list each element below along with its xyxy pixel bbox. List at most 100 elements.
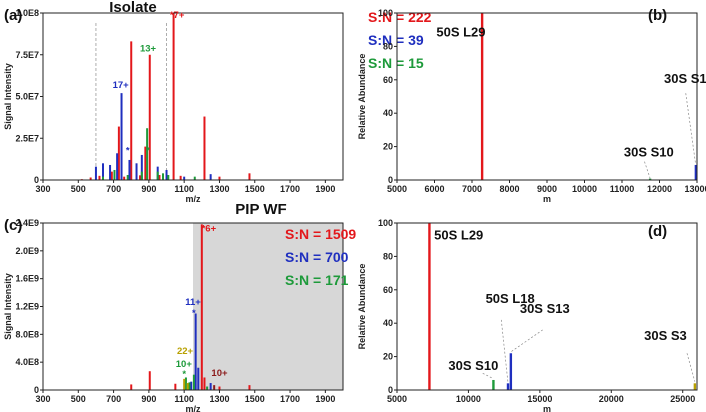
signal-to-noise-green: S:N = 15 bbox=[368, 55, 424, 71]
protein-label: 30S S3 bbox=[644, 328, 687, 343]
leader-line bbox=[482, 372, 493, 379]
panel-title: PIP WF bbox=[235, 201, 286, 218]
x-tick-label: 300 bbox=[35, 184, 50, 194]
y-axis-label: Signal Intensity bbox=[3, 63, 13, 130]
y-tick-label: 60 bbox=[383, 75, 393, 85]
x-tick-label: 1100 bbox=[174, 394, 194, 404]
panel-title: Isolate bbox=[109, 0, 157, 16]
panel-label: (a) bbox=[4, 7, 22, 24]
y-tick-label: 40 bbox=[383, 318, 393, 328]
x-axis-label: m bbox=[543, 404, 551, 412]
y-tick-label: 60 bbox=[383, 285, 393, 295]
y-tick-label: 80 bbox=[383, 251, 393, 261]
x-tick-label: 1300 bbox=[209, 184, 229, 194]
shaded-window bbox=[193, 223, 343, 390]
charge-annotation: 11+ bbox=[185, 297, 201, 308]
y-tick-label: 1.6E9 bbox=[15, 274, 39, 284]
leader-line bbox=[644, 161, 651, 179]
x-tick-label: 900 bbox=[141, 184, 156, 194]
charge-annotation: *6+ bbox=[202, 223, 217, 234]
panel-label: (b) bbox=[648, 7, 667, 24]
x-tick-label: 300 bbox=[35, 394, 50, 404]
y-tick-label: 20 bbox=[383, 142, 393, 152]
y-tick-label: 1.2E9 bbox=[15, 302, 39, 312]
x-tick-label: 500 bbox=[71, 184, 86, 194]
leader-line bbox=[511, 329, 543, 352]
y-tick-label: 8.0E8 bbox=[15, 329, 39, 339]
x-tick-label: 7000 bbox=[462, 184, 482, 194]
x-tick-label: 1700 bbox=[280, 394, 300, 404]
y-tick-label: 7.5E7 bbox=[15, 50, 39, 60]
plot-frame bbox=[42, 12, 344, 181]
y-tick-label: 2.4E9 bbox=[15, 218, 39, 228]
y-tick-label: 20 bbox=[383, 352, 393, 362]
panel-b: 5000 6000 7000 8000 9000 10000 11000 12000 1300 0… bbox=[357, 7, 706, 204]
panel-c: 300 500 700 900 1100 1300 1500 1700 1900 0 4.0E8 8.… bbox=[3, 201, 356, 412]
x-tick-label: 9000 bbox=[537, 184, 557, 194]
y-tick-label: 2.5E7 bbox=[15, 133, 39, 143]
charge-annotation: 22+ bbox=[177, 346, 194, 357]
plot-frame bbox=[396, 222, 698, 391]
x-tick-label: 1500 bbox=[245, 184, 265, 194]
x-tick-label: 1100 bbox=[174, 184, 194, 194]
x-tick-label: 1700 bbox=[280, 184, 300, 194]
y-axis-label: Signal Intensity bbox=[3, 273, 13, 340]
x-tick-label: 5000 bbox=[387, 394, 407, 404]
protein-label: 50S L18 bbox=[486, 291, 535, 306]
x-tick-label: 12000 bbox=[647, 184, 672, 194]
leader-line bbox=[686, 353, 696, 382]
charge-annotation: * bbox=[146, 145, 150, 156]
charge-annotation: * bbox=[182, 369, 186, 380]
y-tick-label: 5.0E7 bbox=[15, 92, 39, 102]
panel-d: 5000 10000 15000 20000 25000 0 20 40 60 80 100 m Rel… bbox=[357, 218, 698, 412]
x-tick-label: 20000 bbox=[599, 394, 624, 404]
charge-annotation: *7+ bbox=[170, 10, 185, 21]
x-tick-label: 5000 bbox=[387, 184, 407, 194]
protein-label: 30S S13 bbox=[520, 301, 570, 316]
x-tick-label: 10000 bbox=[572, 184, 597, 194]
y-tick-label: 80 bbox=[383, 41, 393, 51]
y-axis-label: Relative Abundance bbox=[357, 264, 367, 350]
protein-label: 30S S10 bbox=[624, 145, 674, 160]
charge-annotation: 10+ bbox=[211, 368, 228, 379]
y-axis-label: Relative Abundance bbox=[357, 54, 367, 140]
leader-line bbox=[685, 93, 696, 164]
x-tick-label: 1900 bbox=[315, 184, 335, 194]
y-tick-label: 0 bbox=[34, 175, 39, 185]
x-axis-label: m/z bbox=[185, 194, 201, 204]
charge-annotation: 13+ bbox=[140, 43, 157, 54]
y-tick-label: 0 bbox=[388, 385, 393, 395]
charge-annotation: 10+ bbox=[176, 359, 193, 370]
y-tick-label: 4.0E8 bbox=[15, 357, 39, 367]
x-tick-label: 500 bbox=[71, 394, 86, 404]
x-tick-label: 700 bbox=[106, 184, 121, 194]
panel-label: (d) bbox=[648, 223, 667, 240]
y-tick-label: 100 bbox=[378, 8, 393, 18]
x-tick-label: 900 bbox=[141, 394, 156, 404]
y-tick-label: 0 bbox=[388, 175, 393, 185]
x-axis-label: m/z bbox=[185, 404, 201, 412]
x-tick-label: 10000 bbox=[456, 394, 481, 404]
x-axis-label: m bbox=[543, 194, 551, 204]
charge-annotation: * bbox=[192, 308, 196, 319]
x-tick-label: 1900 bbox=[315, 394, 335, 404]
y-tick-label: 2.0E9 bbox=[15, 246, 39, 256]
charge-annotation: * bbox=[126, 145, 130, 156]
x-tick-label: 8000 bbox=[499, 184, 519, 194]
y-tick-label: 0 bbox=[34, 385, 39, 395]
y-tick-label: 100 bbox=[378, 218, 393, 228]
x-tick-label: 15000 bbox=[527, 394, 552, 404]
protein-label: 30S S13 bbox=[664, 71, 706, 86]
signal-to-noise-green: S:N = 171 bbox=[285, 272, 349, 288]
x-tick-label: 25000 bbox=[670, 394, 695, 404]
panel-label: (c) bbox=[4, 217, 22, 234]
y-tick-label: 40 bbox=[383, 108, 393, 118]
protein-label: 30S S10 bbox=[448, 358, 498, 373]
x-tick-label: 1300 bbox=[209, 394, 229, 404]
signal-to-noise-blue: S:N = 700 bbox=[285, 249, 349, 265]
protein-label: 50S L29 bbox=[436, 24, 485, 39]
x-tick-label: 700 bbox=[106, 394, 121, 404]
signal-to-noise-red: S:N = 1509 bbox=[285, 226, 356, 242]
